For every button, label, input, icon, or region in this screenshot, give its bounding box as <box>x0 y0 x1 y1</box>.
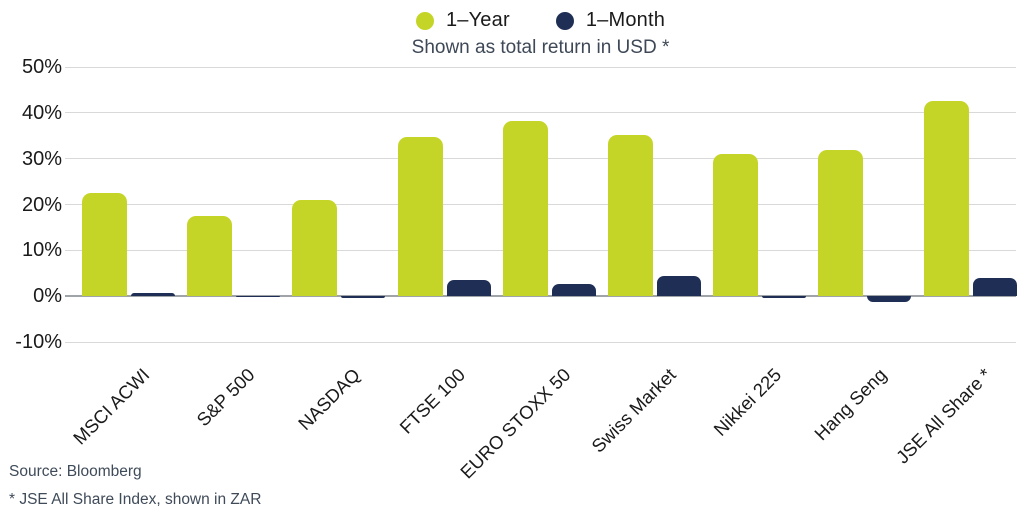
x-axis-label-hang-seng: Hang Seng <box>809 364 891 445</box>
x-axis-label-swiss-market: Swiss Market <box>587 364 680 457</box>
currency-note: * JSE All Share Index, shown in ZAR <box>9 491 262 508</box>
bar-1-year-swiss-market <box>607 134 653 297</box>
y-tick-label-50: 50% <box>21 56 62 78</box>
legend-label-1-month: 1–Month <box>585 9 666 31</box>
bar-1-month-swiss-market <box>656 276 701 297</box>
legend-item-1-month: 1–Month <box>555 9 666 32</box>
gridline-50 <box>65 66 1016 68</box>
y-tick-label-0: 0% <box>33 285 62 308</box>
source-note: Source: Bloomberg <box>9 463 142 480</box>
gridline--10 <box>65 341 1016 343</box>
legend-dot-1-month-icon <box>555 11 574 30</box>
x-axis-label-euro-stoxx-50: EURO STOXX 50 <box>456 364 575 483</box>
bar-1-year-hang-seng <box>818 149 864 297</box>
chart-subtitle: Shown as total return in USD * <box>411 37 670 58</box>
legend-label-1-year: 1–Year <box>445 9 510 31</box>
x-axis-label-s-p-500: S&P 500 <box>192 364 260 431</box>
y-tick-label--10: -10% <box>15 331 62 353</box>
bar-1-month-nikkei-225 <box>762 296 807 299</box>
bar-1-year-nikkei-225 <box>713 154 759 297</box>
legend-dot-1-year-icon <box>415 11 434 30</box>
legend-item-1-year: 1–Year <box>415 9 510 32</box>
x-axis-label-ftse-100: FTSE 100 <box>395 364 470 438</box>
bar-1-month-hang-seng <box>867 296 912 302</box>
bar-1-month-msci-acwi <box>131 292 175 297</box>
bar-1-year-s-p-500 <box>187 215 233 297</box>
zero-axis-line <box>65 295 1016 298</box>
x-axis-label-msci-acwi: MSCI ACWI <box>69 364 154 449</box>
gridline-40 <box>65 112 1016 114</box>
y-tick-label-20: 20% <box>21 193 62 216</box>
bar-1-year-ftse-100 <box>397 136 443 297</box>
legend: 1–Year 1–Month <box>65 9 1016 32</box>
y-tick-label-30: 30% <box>21 147 62 170</box>
y-tick-label-10: 10% <box>21 239 62 262</box>
bar-1-year-msci-acwi <box>82 193 127 297</box>
bar-1-year-euro-stoxx-50 <box>502 121 548 297</box>
y-tick-label-40: 40% <box>21 101 62 124</box>
x-axis-label-nikkei-225: Nikkei 225 <box>709 364 785 440</box>
bar-1-month-euro-stoxx-50 <box>551 283 596 297</box>
plot-area <box>65 66 1017 343</box>
bar-1-year-jse-all-share <box>923 101 969 297</box>
bar-1-month-nasdaq <box>341 296 386 298</box>
x-axis-label-nasdaq: NASDAQ <box>294 364 365 435</box>
x-axis-label-jse-all-share: JSE All Share * <box>891 364 996 468</box>
bar-1-month-jse-all-share <box>972 277 1017 297</box>
bar-1-year-nasdaq <box>292 199 338 297</box>
bar-1-month-ftse-100 <box>446 280 491 297</box>
